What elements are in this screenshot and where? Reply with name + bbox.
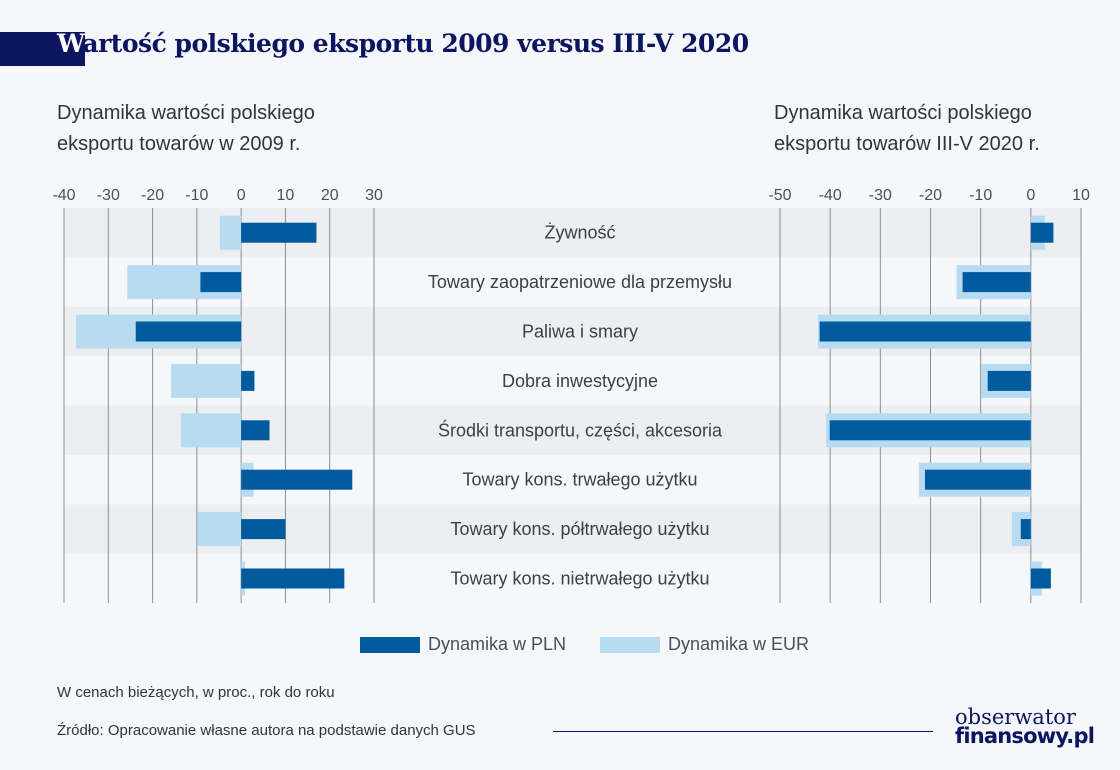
x-tick-label: -20 bbox=[141, 187, 164, 204]
category-label: Środki transportu, części, akcesoria bbox=[438, 419, 723, 440]
bar-pln bbox=[135, 321, 242, 342]
legend-item-pln: Dynamika w PLN bbox=[360, 634, 566, 655]
legend-swatch-pln bbox=[360, 636, 420, 653]
chart-title: Wartość polskiego eksportu 2009 versus I… bbox=[57, 29, 749, 58]
x-tick-label: -50 bbox=[768, 187, 791, 204]
bar-pln bbox=[829, 420, 1031, 441]
bar-pln bbox=[200, 272, 242, 293]
bar-eur bbox=[171, 363, 242, 398]
category-label: Dobra inwestycyjne bbox=[502, 371, 658, 391]
legend-label-eur: Dynamika w EUR bbox=[668, 634, 810, 654]
x-tick-label: -10 bbox=[185, 187, 208, 204]
legend-item-eur: Dynamika w EUR bbox=[600, 634, 809, 655]
x-tick-label: -10 bbox=[969, 187, 992, 204]
bar-pln bbox=[924, 469, 1031, 490]
units-note: W cenach bieżących, w proc., rok do roku bbox=[57, 684, 335, 701]
category-label: Towary kons. trwałego użytku bbox=[462, 470, 697, 490]
category-label: Towary kons. nietrwałego użytku bbox=[450, 569, 709, 589]
x-tick-label: -40 bbox=[52, 187, 75, 204]
bar-pln bbox=[241, 469, 353, 490]
x-tick-label: 10 bbox=[277, 187, 295, 204]
x-tick-label: -30 bbox=[869, 187, 892, 204]
bar-pln bbox=[241, 370, 255, 391]
category-label: Towary kons. półtrwałego użytku bbox=[450, 519, 709, 539]
bar-pln bbox=[1030, 222, 1054, 243]
x-tick-label: 0 bbox=[237, 187, 246, 204]
bar-pln bbox=[1020, 519, 1031, 540]
x-tick-label: -40 bbox=[819, 187, 842, 204]
title-rest: artość polskiego eksportu 2009 versus II… bbox=[82, 29, 749, 58]
bar-eur bbox=[219, 215, 242, 250]
source-note: Źródło: Opracowanie własne autora na pod… bbox=[57, 722, 476, 739]
row-stripe bbox=[64, 455, 1081, 505]
legend-label-pln: Dynamika w PLN bbox=[428, 634, 567, 654]
x-tick-label: 10 bbox=[1072, 187, 1090, 204]
right-subtitle-line2: eksportu towarów III-V 2020 r. bbox=[774, 133, 1040, 155]
left-subtitle-line2: eksportu towarów w 2009 r. bbox=[57, 133, 301, 155]
bar-pln bbox=[241, 222, 317, 243]
logo-line2: finansowy.pl bbox=[955, 724, 1095, 748]
bar-pln bbox=[241, 519, 286, 540]
title-first-letter: W bbox=[57, 29, 83, 58]
title-accent-block bbox=[0, 32, 85, 66]
bar-pln bbox=[819, 321, 1031, 342]
bar-pln bbox=[1030, 568, 1051, 589]
x-tick-label: -20 bbox=[919, 187, 942, 204]
x-tick-label: 0 bbox=[1026, 187, 1035, 204]
source-divider bbox=[553, 731, 933, 732]
bar-eur bbox=[180, 413, 242, 448]
category-label: Paliwa i smary bbox=[522, 322, 638, 342]
category-label: Towary zaopatrzeniowe dla przemysłu bbox=[428, 272, 732, 292]
x-tick-label: 30 bbox=[365, 187, 383, 204]
bar-pln bbox=[962, 272, 1031, 293]
left-subtitle-line1: Dynamika wartości polskiego bbox=[57, 102, 315, 124]
x-tick-label: -30 bbox=[97, 187, 120, 204]
legend-swatch-eur bbox=[600, 636, 660, 653]
bar-eur bbox=[197, 512, 242, 547]
left-chart-subtitle: Dynamika wartości polskiego eksportu tow… bbox=[57, 98, 377, 160]
logo-line1: obserwator bbox=[955, 705, 1076, 729]
category-label: Żywność bbox=[544, 223, 615, 243]
right-subtitle-line1: Dynamika wartości polskiego bbox=[774, 102, 1032, 124]
bar-pln bbox=[987, 370, 1031, 391]
logo: obserwator finansowy.pl bbox=[955, 705, 1095, 748]
bar-pln bbox=[241, 568, 345, 589]
right-chart-subtitle: Dynamika wartości polskiego eksportu tow… bbox=[774, 98, 1094, 160]
x-tick-label: 20 bbox=[321, 187, 339, 204]
row-stripe bbox=[64, 553, 1081, 604]
bar-pln bbox=[241, 420, 270, 441]
